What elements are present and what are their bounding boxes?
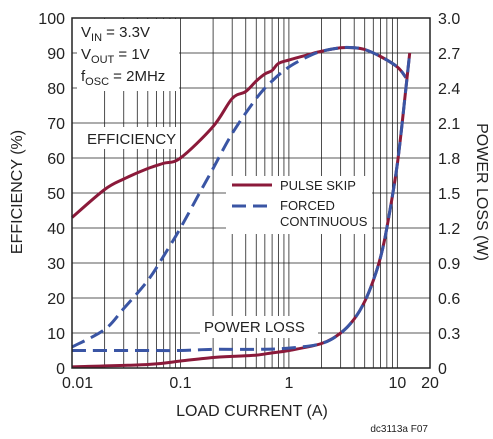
- condition-fosc: fOSC = 2MHz: [81, 68, 165, 88]
- y-left-tick-label: 10: [47, 326, 65, 343]
- y-left-tick-label: 80: [47, 81, 65, 98]
- y-right-tick-label: 1.2: [438, 221, 460, 238]
- y-left-tick-label: 40: [47, 221, 65, 238]
- series-line-forced-continuous-efficiency: [71, 45, 408, 349]
- condition-value: = 3.3V: [102, 24, 150, 41]
- condition-symbol: f: [81, 68, 86, 85]
- power-loss-annotation: POWER LOSS: [204, 319, 305, 336]
- condition-value: = 1V: [114, 46, 149, 63]
- y-right-tick-label: 2.1: [438, 116, 460, 133]
- legend-label-pulse-skip: PULSE SKIP: [280, 178, 356, 193]
- y-right-tick-label: 1.5: [438, 186, 460, 203]
- x-tick-label: 10: [388, 375, 406, 392]
- figure-note: dc3113a F07: [370, 424, 428, 435]
- y-left-tick-label: 90: [47, 46, 65, 63]
- x-tick-label: 0.1: [169, 375, 191, 392]
- condition-symbol: V: [81, 24, 91, 41]
- tick-labels: 0 10 20 30 40 50 60 70 80 90 100 0 0.3 0.6 0.9 1.2 1.5 1.…: [38, 11, 460, 392]
- series-line-forced-continuous-power-loss: [72, 52, 412, 353]
- y-right-tick-label: 0.9: [438, 256, 460, 273]
- y-left-tick-label: 0: [56, 361, 65, 378]
- y-left-tick-label: 100: [38, 11, 65, 28]
- condition-vin: VIN = 3.3V: [81, 24, 150, 44]
- y-right-tick-label: 0.6: [438, 291, 460, 308]
- y-right-tick-label: 0: [438, 361, 447, 378]
- condition-value: = 2MHz: [109, 68, 165, 85]
- condition-subscript: OUT: [91, 54, 115, 66]
- y-right-tick-label: 1.8: [438, 151, 460, 168]
- x-tick-label: 1: [284, 375, 293, 392]
- plot-frame: [71, 17, 431, 369]
- y-left-tick-label: 50: [47, 186, 65, 203]
- efficiency-label-background: [82, 127, 180, 149]
- condition-symbol: V: [81, 46, 91, 63]
- condition-subscript: OSC: [85, 76, 109, 88]
- condition-subscript: IN: [91, 32, 102, 44]
- y-right-tick-label: 0.3: [438, 326, 460, 343]
- y-right-tick-label: 3.0: [438, 11, 460, 28]
- conditions-box-background: [77, 19, 179, 91]
- curves: [71, 45, 412, 369]
- power-loss-label-background: [200, 316, 318, 338]
- y-left-tick-label: 70: [47, 116, 65, 133]
- y-right-tick-label: 2.4: [438, 81, 460, 98]
- y-right-tick-label: 2.7: [438, 46, 460, 63]
- x-tick-label: 20: [421, 375, 439, 392]
- legend-label-continuous: CONTINUOUS: [280, 214, 368, 229]
- right-axis-title: POWER LOSS (W): [473, 123, 490, 261]
- y-left-tick-label: 60: [47, 151, 65, 168]
- efficiency-annotation: EFFICIENCY: [87, 131, 176, 148]
- x-axis-title: LOAD CURRENT (A): [176, 403, 328, 420]
- series-line-pulse-skip-efficiency: [71, 45, 408, 219]
- y-left-tick-label: 20: [47, 291, 65, 308]
- legend-label-forced: FORCED: [280, 198, 335, 213]
- x-tick-label: 0.01: [62, 375, 93, 392]
- condition-vout: VOUT = 1V: [81, 46, 150, 66]
- legend: PULSE SKIP FORCED CONTINUOUS: [226, 176, 372, 234]
- left-axis-title: EFFICIENCY (%): [9, 130, 26, 254]
- conditions-box: VIN = 3.3V VOUT = 1V fOSC = 2MHz: [77, 19, 179, 91]
- y-left-tick-label: 30: [47, 256, 65, 273]
